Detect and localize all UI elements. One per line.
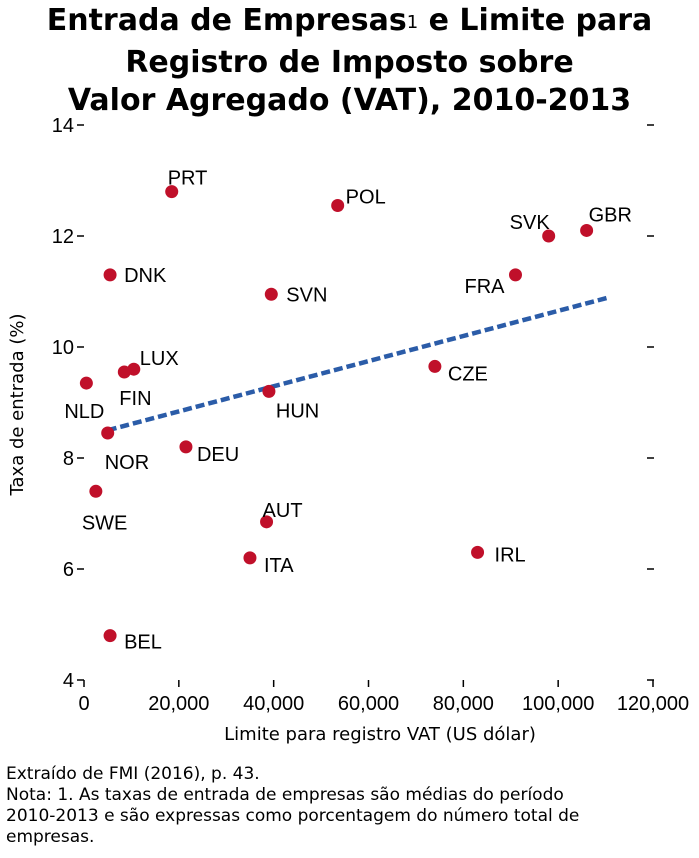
- chart-title-line-1: Entrada de Empresas1 e Limite para: [0, 2, 699, 44]
- data-point-svk: [542, 229, 556, 243]
- y-tick-label: 6: [63, 559, 74, 581]
- point-label-svn: SVN: [286, 284, 327, 306]
- point-label-hun: HUN: [276, 400, 319, 422]
- point-label-fra: FRA: [464, 276, 505, 298]
- y-tick-label: 4: [63, 670, 74, 692]
- point-label-deu: DEU: [197, 444, 239, 466]
- data-point-bel: [103, 629, 117, 643]
- data-point-gbr: [580, 223, 594, 237]
- chart-title-line-2: Registro de Imposto sobre: [125, 45, 574, 80]
- axes: 4 6 8 10 12 14 0 20,000 40,000 60,000 80,000 100,00…: [52, 115, 689, 715]
- scatter-chart: 4 6 8 10 12 14 0 20,000 40,000 60,000 80,000 100,00…: [7, 115, 689, 745]
- y-tick-label: 8: [63, 448, 74, 470]
- x-tick-label: 40,000: [243, 693, 304, 715]
- trendline-group: [107, 294, 611, 433]
- data-point-aut: [260, 515, 274, 529]
- point-label-irl: IRL: [495, 544, 526, 566]
- chart-title-line-3: Valor Agregado (VAT), 2010-2013: [67, 83, 632, 118]
- x-tick-label: 80,000: [433, 693, 494, 715]
- y-tick-label: 12: [52, 226, 74, 248]
- point-label-nld: NLD: [64, 401, 104, 423]
- y-axis-label: Taxa de entrada (%): [7, 314, 28, 497]
- data-point-fin: [117, 365, 131, 379]
- source-note: Extraído de FMI (2016), p. 43. Nota: 1. …: [6, 764, 696, 848]
- data-point-prt: [165, 185, 179, 199]
- y-tick-label: 10: [52, 337, 74, 359]
- data-point-nor: [101, 426, 115, 440]
- source-text: Extraído de FMI (2016), p. 43.: [6, 764, 260, 784]
- data-point-dnk: [103, 268, 117, 282]
- data-point-pol: [331, 198, 345, 212]
- point-label-dnk: DNK: [124, 265, 167, 287]
- x-tick-label: 0: [78, 693, 89, 715]
- point-label-aut: AUT: [263, 500, 303, 522]
- data-point-deu: [179, 440, 193, 454]
- point-label-fin: FIN: [119, 388, 151, 410]
- footnote-marker: 1: [406, 12, 419, 33]
- data-points: [79, 185, 594, 643]
- note-line-3: empresas.: [6, 827, 95, 847]
- point-label-pol: POL: [346, 186, 386, 208]
- x-tick-label: 60,000: [338, 693, 399, 715]
- data-point-nld: [79, 376, 93, 390]
- chart-title: Entrada de Empresas1 e Limite para Regis…: [0, 2, 699, 120]
- point-label-nor: NOR: [105, 452, 149, 474]
- point-label-svk: SVK: [510, 212, 551, 234]
- data-point-svn: [264, 287, 278, 301]
- point-label-ita: ITA: [264, 555, 294, 577]
- point-labels: PRT POL SVK GBR DNK SVN FRA LUX FIN NLD CZE HUN NOR D…: [64, 168, 632, 654]
- trendline: [107, 294, 611, 433]
- x-axis-label: Limite para registro VAT (US dólar): [224, 724, 536, 745]
- point-label-cze: CZE: [448, 363, 488, 385]
- note-line-2: 2010-2013 e são expressas como porcentag…: [6, 806, 580, 826]
- point-label-gbr: GBR: [589, 204, 632, 226]
- point-label-prt: PRT: [168, 168, 208, 190]
- x-tick-label: 20,000: [148, 693, 209, 715]
- data-point-swe: [89, 484, 103, 498]
- x-tick-label: 120,000: [617, 693, 689, 715]
- point-label-swe: SWE: [82, 512, 128, 534]
- data-point-ita: [243, 551, 257, 565]
- y-tick-label: 14: [52, 115, 74, 137]
- note-line-1: Nota: 1. As taxas de entrada de empresas…: [6, 785, 564, 805]
- point-label-bel: BEL: [124, 632, 162, 654]
- title-text-1a: Entrada de Empresas: [46, 3, 407, 38]
- point-label-lux: LUX: [140, 348, 179, 370]
- data-point-hun: [262, 384, 276, 398]
- data-point-fra: [508, 268, 522, 282]
- data-point-cze: [428, 359, 442, 373]
- title-text-1b: e Limite para: [418, 3, 653, 38]
- x-tick-label: 100,000: [522, 693, 594, 715]
- data-point-irl: [471, 545, 485, 559]
